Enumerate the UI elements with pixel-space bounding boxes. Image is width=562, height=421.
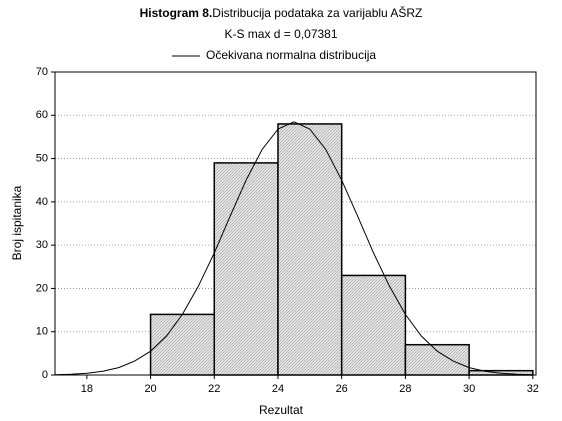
x-tick-label: 20 xyxy=(144,383,156,395)
y-tick-label: 70 xyxy=(36,66,48,78)
bar xyxy=(404,343,470,376)
subtitle: K-S max d = 0,07381 xyxy=(224,27,337,41)
x-tick-label: 26 xyxy=(336,383,348,395)
y-tick-label: 10 xyxy=(36,326,48,338)
legend-label: Očekivana normalna distribucija xyxy=(206,48,376,62)
bar xyxy=(277,123,343,376)
x-axis-label: Rezultat xyxy=(259,403,304,417)
y-tick-label: 50 xyxy=(36,152,48,164)
x-tick-label: 24 xyxy=(272,383,284,395)
y-tick-label: 20 xyxy=(36,282,48,294)
bar xyxy=(213,162,279,376)
title-label: Histogram 8. xyxy=(140,6,213,20)
bar xyxy=(340,274,407,376)
y-tick-label: 40 xyxy=(36,196,48,208)
normal-curve xyxy=(54,121,533,376)
y-tick-label: 0 xyxy=(42,369,48,381)
y-tick-label: 60 xyxy=(36,109,48,121)
chart-title: Histogram 8.Distribucija podataka za var… xyxy=(140,5,423,20)
x-tick-label: 30 xyxy=(463,383,475,395)
x-tick-label: 18 xyxy=(81,383,93,395)
title-text: Distribucija podataka za varijablu AŠRZ xyxy=(212,5,422,20)
x-tick-label: 32 xyxy=(527,383,539,395)
x-tick-label: 28 xyxy=(399,383,411,395)
plot-frame xyxy=(54,71,537,376)
x-tick-label: 22 xyxy=(208,383,220,395)
y-axis-label: Broj ispitanika xyxy=(10,185,24,260)
bar xyxy=(149,313,216,376)
y-tick-label: 30 xyxy=(36,239,48,251)
